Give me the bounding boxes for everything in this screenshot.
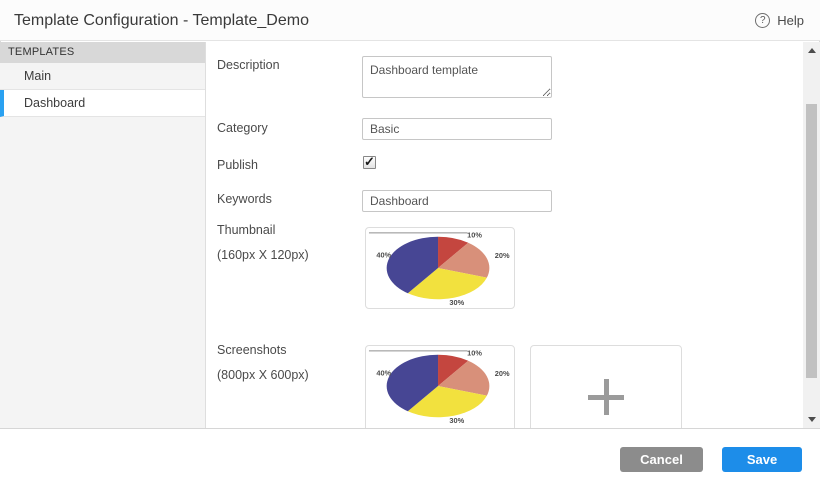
- pie-slice-10: [438, 354, 469, 386]
- pie-label-10: 10%: [467, 231, 482, 240]
- arrow-up-icon: [807, 48, 816, 53]
- arrow-down-icon: [807, 417, 816, 422]
- plus-icon: [588, 379, 624, 415]
- description-label: Description: [217, 58, 280, 72]
- screenshot-image[interactable]: 10% 20% 30% 40%: [365, 345, 515, 428]
- vertical-scrollbar[interactable]: [803, 42, 820, 428]
- title-bar: Template Configuration - Template_Demo ?…: [0, 0, 820, 41]
- add-screenshot-button[interactable]: [530, 345, 682, 428]
- pie-slice-20: [438, 360, 490, 396]
- publish-label: Publish: [217, 158, 258, 172]
- publish-checkbox[interactable]: [363, 154, 376, 170]
- thumbnail-image[interactable]: 10% 20% 30% 40%: [365, 227, 515, 309]
- page-title: Template Configuration - Template_Demo: [14, 12, 309, 29]
- template-form: Description Dashboard template Category …: [206, 42, 803, 428]
- pie-label-30: 30%: [449, 416, 464, 425]
- pie-slice-10: [438, 236, 469, 268]
- sidebar-item-main[interactable]: Main: [0, 63, 205, 90]
- category-input[interactable]: [362, 118, 552, 140]
- templates-sidebar: TEMPLATES Main Dashboard: [0, 42, 206, 428]
- sidebar-header-templates: TEMPLATES: [0, 42, 205, 63]
- pie-label-30: 30%: [449, 298, 464, 307]
- help-label: Help: [777, 13, 804, 28]
- pie-slice-20: [438, 242, 490, 278]
- category-label: Category: [217, 121, 268, 135]
- help-button[interactable]: ? Help: [755, 0, 804, 41]
- thumbnail-label: Thumbnail: [217, 223, 276, 237]
- save-button[interactable]: Save: [722, 447, 802, 472]
- thumbnail-size-hint: (160px X 120px): [217, 248, 309, 262]
- scroll-down-button[interactable]: [803, 411, 820, 428]
- sidebar-item-dashboard[interactable]: Dashboard: [0, 90, 205, 117]
- pie-slice-40: [386, 354, 439, 412]
- pie-chart-image: 10% 20% 30% 40%: [368, 231, 510, 307]
- pie-label-20: 20%: [495, 369, 510, 378]
- keywords-label: Keywords: [217, 192, 272, 206]
- pie-slice-40: [386, 236, 439, 294]
- keywords-input[interactable]: [362, 190, 552, 212]
- pie-label-40: 40%: [376, 368, 391, 377]
- cancel-button[interactable]: Cancel: [620, 447, 703, 472]
- pie-label-10: 10%: [467, 349, 482, 358]
- pie-chart-image: 10% 20% 30% 40%: [368, 349, 510, 425]
- screenshots-size-hint: (800px X 600px): [217, 368, 309, 382]
- scrollbar-thumb[interactable]: [806, 104, 817, 378]
- scroll-up-button[interactable]: [803, 42, 820, 59]
- screenshots-label: Screenshots: [217, 343, 287, 357]
- description-textarea[interactable]: Dashboard template: [362, 56, 552, 98]
- pie-label-40: 40%: [376, 250, 391, 259]
- help-question-icon: ?: [755, 13, 771, 28]
- pie-slice-30: [407, 268, 487, 300]
- dialog-footer: Cancel Save: [0, 428, 820, 489]
- pie-label-20: 20%: [495, 251, 510, 260]
- pie-slice-30: [407, 386, 487, 418]
